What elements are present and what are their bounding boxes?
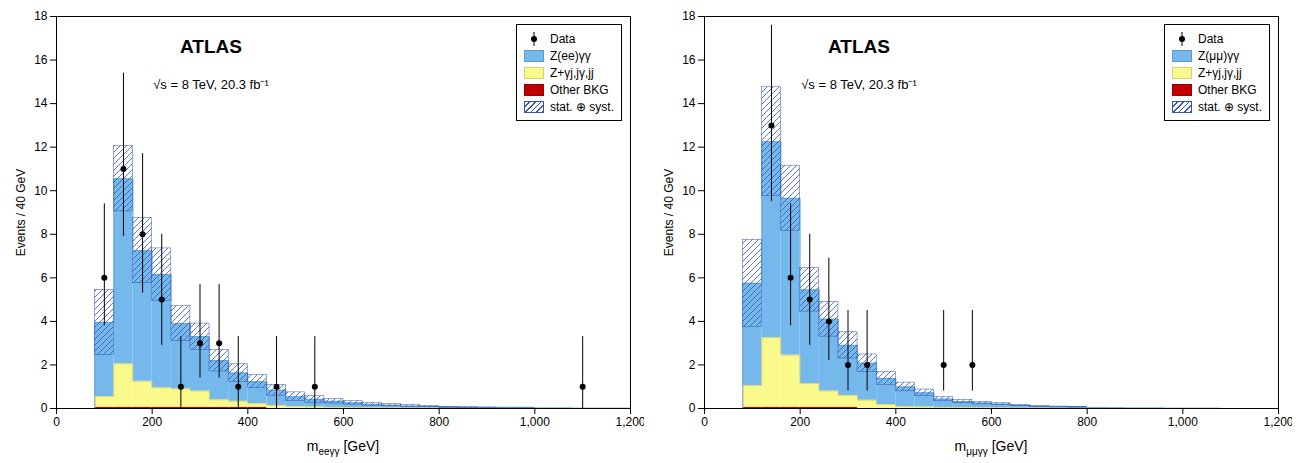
svg-text:600: 600 xyxy=(333,415,353,429)
svg-text:12: 12 xyxy=(682,140,696,154)
html-text:Data: Data xyxy=(1198,31,1224,46)
html-text:Z(μμ)γγ: Z(μμ)γγ xyxy=(1198,48,1240,63)
svg-text:800: 800 xyxy=(429,415,449,429)
svg-text:800: 800 xyxy=(1077,415,1097,429)
svg-text:10: 10 xyxy=(682,184,696,198)
svg-text:16: 16 xyxy=(682,53,696,67)
svg-text:2: 2 xyxy=(41,358,48,372)
svg-text:8: 8 xyxy=(689,227,696,241)
html-text:Z+γj,jγ,jj: Z+γj,jγ,jj xyxy=(550,65,594,80)
svg-text:600: 600 xyxy=(981,415,1001,429)
html-text:√s = 8 TeV, 20.3 fb⁻¹: √s = 8 TeV, 20.3 fb⁻¹ xyxy=(153,76,269,92)
svg-text:200: 200 xyxy=(790,415,810,429)
svg-text:6: 6 xyxy=(41,271,48,285)
html-text:Other BKG: Other BKG xyxy=(550,82,609,97)
html-text:Z+γj,jγ,jj: Z+γj,jγ,jj xyxy=(1198,65,1242,80)
html-text:ATLAS: ATLAS xyxy=(828,35,890,57)
svg-text:2: 2 xyxy=(689,358,696,372)
svg-text:4: 4 xyxy=(689,314,696,328)
html-text:mμμγγ[GeV]: mμμγγ[GeV] xyxy=(954,438,1028,457)
svg-text:1,000: 1,000 xyxy=(1168,415,1198,429)
svg-text:Events / 40 GeV: Events / 40 GeV xyxy=(14,169,28,256)
svg-text:Events / 40 GeV: Events / 40 GeV xyxy=(662,169,676,256)
svg-text:0: 0 xyxy=(41,401,48,415)
svg-text:12: 12 xyxy=(34,140,48,154)
svg-text:4: 4 xyxy=(41,314,48,328)
svg-text:1,000: 1,000 xyxy=(520,415,550,429)
svg-text:1,200: 1,200 xyxy=(1263,415,1292,429)
svg-text:14: 14 xyxy=(682,96,696,110)
svg-text:10: 10 xyxy=(34,184,48,198)
html-text:Data: Data xyxy=(550,31,576,46)
svg-text:6: 6 xyxy=(689,271,696,285)
svg-text:18: 18 xyxy=(682,9,696,23)
svg-text:200: 200 xyxy=(142,415,162,429)
html-text:stat. ⊕ syst.: stat. ⊕ syst. xyxy=(550,99,614,114)
html-text:Z(ee)γγ: Z(ee)γγ xyxy=(550,48,591,63)
svg-text:400: 400 xyxy=(886,415,906,429)
html-text:Other BKG: Other BKG xyxy=(1198,82,1257,97)
svg-text:400: 400 xyxy=(238,415,258,429)
html-text:ATLAS: ATLAS xyxy=(180,35,242,57)
svg-text:0: 0 xyxy=(689,401,696,415)
svg-text:0: 0 xyxy=(53,415,60,429)
html-text:meeγγ[GeV]: meeγγ[GeV] xyxy=(306,438,380,457)
svg-text:16: 16 xyxy=(34,53,48,67)
html-text:√s = 8 TeV, 20.3 fb⁻¹: √s = 8 TeV, 20.3 fb⁻¹ xyxy=(801,76,917,92)
svg-text:18: 18 xyxy=(34,9,48,23)
html-text:stat. ⊕ syst.: stat. ⊕ syst. xyxy=(1198,99,1262,114)
svg-text:1,200: 1,200 xyxy=(615,415,644,429)
svg-text:8: 8 xyxy=(41,227,48,241)
svg-text:14: 14 xyxy=(34,96,48,110)
svg-text:0: 0 xyxy=(701,415,708,429)
